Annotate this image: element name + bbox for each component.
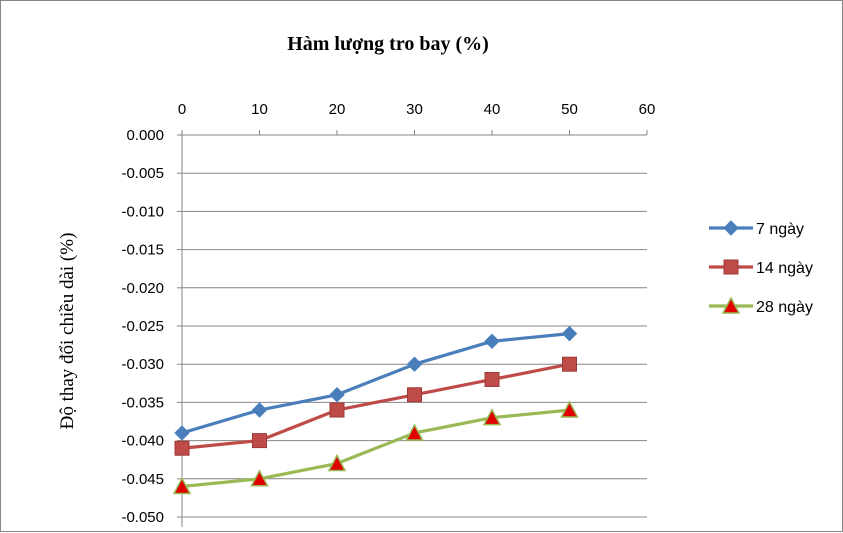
data-point — [405, 423, 424, 441]
y-tick-label: -0.025 — [121, 318, 164, 335]
data-point — [174, 425, 190, 441]
data-point — [561, 325, 578, 342]
chart-title: Hàm lượng tro bay (%) — [287, 33, 489, 55]
y-axis-label: Độ thay đổi chiều dài (%) — [57, 233, 78, 430]
data-point — [407, 387, 422, 403]
legend-marker — [721, 296, 741, 314]
y-tick-label: -0.005 — [121, 165, 164, 182]
data-point — [406, 356, 423, 372]
data-point — [562, 356, 577, 372]
legend-label: 28 ngày — [756, 299, 813, 316]
y-tick-label: -0.015 — [121, 242, 164, 259]
data-point — [252, 433, 267, 449]
data-point — [327, 453, 347, 472]
series-line-3 — [181, 408, 570, 489]
series-lines — [172, 325, 579, 495]
x-tick-label: 0 — [178, 101, 186, 118]
y-tick-label: -0.035 — [121, 394, 164, 411]
legend-label: 7 ngày — [756, 221, 804, 238]
y-tick-label: -0.020 — [121, 280, 164, 297]
data-point — [484, 333, 500, 349]
series-line-1 — [181, 332, 570, 435]
x-tick-label: 50 — [561, 101, 578, 118]
axes: 0.000 -0.005 -0.010 -0.015 -0.020 -0.025 -0.03… — [121, 101, 655, 527]
y-tick-label: -0.045 — [121, 471, 164, 488]
y-tick-label: -0.010 — [121, 203, 164, 220]
legend-marker — [723, 220, 739, 236]
series-line-2 — [181, 362, 570, 450]
x-tick-label: 60 — [639, 101, 656, 118]
legend-marker — [723, 259, 739, 275]
data-point — [484, 371, 500, 387]
data-point — [329, 387, 345, 403]
legend: 7 ngày 14 ngày 28 ngày — [709, 220, 813, 316]
data-point — [174, 440, 190, 456]
y-tick-label: -0.050 — [121, 509, 164, 526]
x-tick-label: 30 — [406, 101, 423, 118]
y-tick-label: 0.000 — [126, 127, 164, 144]
x-tick-label: 10 — [251, 101, 268, 118]
data-point — [251, 402, 268, 418]
x-tick-label: 20 — [329, 101, 346, 118]
data-point — [329, 402, 345, 418]
grid-lines — [182, 134, 647, 518]
y-tick-label: -0.040 — [121, 433, 164, 450]
data-point — [482, 408, 502, 426]
legend-label: 14 ngày — [756, 260, 813, 277]
x-tick-label: 40 — [484, 101, 501, 118]
data-point — [172, 476, 192, 495]
data-point — [250, 469, 269, 487]
y-tick-label: -0.030 — [121, 356, 164, 373]
data-point — [560, 400, 579, 418]
